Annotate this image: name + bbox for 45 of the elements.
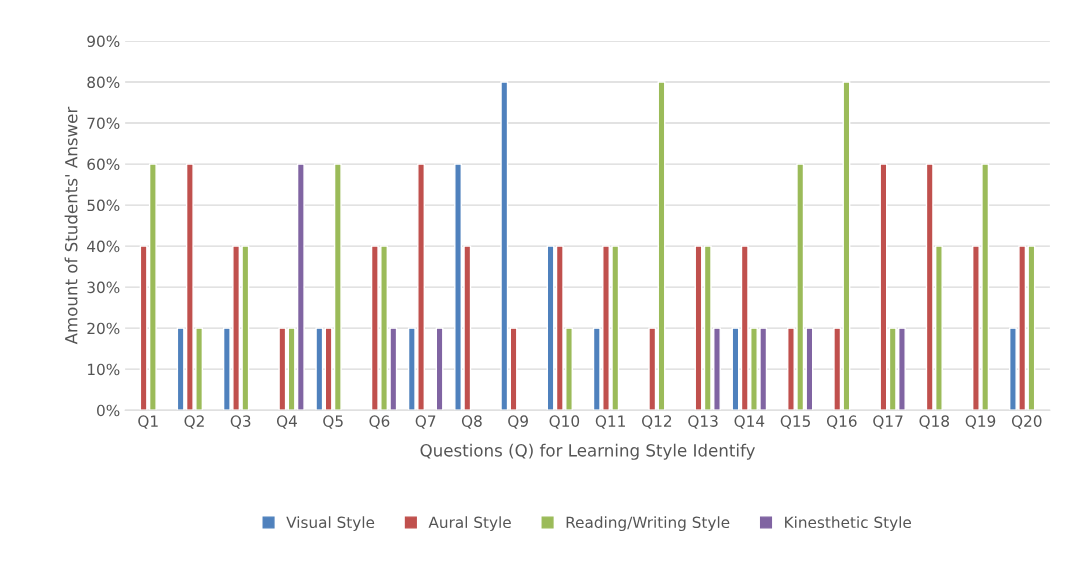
x-tick-label: Q9 bbox=[508, 415, 528, 429]
x-tick-label: Q12 bbox=[642, 415, 672, 429]
bar bbox=[833, 327, 842, 411]
y-tick-label: 20% bbox=[87, 322, 120, 335]
y-tick-label: 50% bbox=[87, 199, 120, 212]
x-tick-label: Q3 bbox=[230, 415, 251, 429]
legend-label: Reading/Writing Style bbox=[566, 516, 730, 532]
bar bbox=[648, 327, 657, 411]
x-tick-label: Q20 bbox=[1011, 415, 1042, 429]
x-tick-label: Q18 bbox=[919, 415, 950, 429]
x-tick-label: Q5 bbox=[323, 415, 343, 429]
x-tick-label: Q7 bbox=[415, 415, 436, 429]
y-axis-title: Amount of Students' Answer bbox=[64, 106, 78, 345]
y-tick-label: 60% bbox=[87, 158, 120, 171]
legend-label: Kinesthetic Style bbox=[785, 516, 912, 532]
bar bbox=[278, 327, 287, 411]
x-tick-label: Q16 bbox=[826, 415, 857, 429]
bar bbox=[509, 327, 518, 411]
bar bbox=[315, 327, 324, 411]
y-tick-label: 40% bbox=[87, 240, 120, 253]
x-tick-label: Q19 bbox=[965, 415, 996, 429]
legend-label: Aural Style bbox=[428, 516, 511, 532]
bar bbox=[805, 327, 814, 411]
x-tick-label: Q4 bbox=[276, 415, 297, 429]
y-tick-label: 0% bbox=[97, 404, 120, 417]
y-tick-label: 10% bbox=[87, 363, 120, 376]
y-tick-label: 90% bbox=[87, 35, 120, 48]
x-tick-label: Q6 bbox=[369, 415, 390, 429]
y-tick-label: 70% bbox=[87, 117, 120, 130]
x-tick-label: Q8 bbox=[461, 415, 482, 429]
y-tick-label: 30% bbox=[87, 281, 120, 294]
legend-label: Visual Style bbox=[286, 516, 375, 532]
x-tick-label: Q17 bbox=[873, 415, 903, 429]
x-tick-label: Q1 bbox=[138, 415, 158, 429]
y-tick-label: 80% bbox=[87, 76, 120, 89]
x-tick-label: Q11 bbox=[595, 415, 625, 429]
x-tick-label: Q14 bbox=[734, 415, 765, 429]
x-tick-label: Q10 bbox=[549, 415, 580, 429]
bar bbox=[500, 81, 509, 411]
bar bbox=[731, 327, 740, 411]
x-tick-label: Q15 bbox=[780, 415, 810, 429]
bar bbox=[435, 327, 444, 411]
x-tick-label: Q13 bbox=[688, 415, 718, 429]
x-axis-title: Questions (Q) for Learning Style Identify bbox=[420, 443, 755, 460]
x-tick-label: Q2 bbox=[184, 415, 204, 429]
